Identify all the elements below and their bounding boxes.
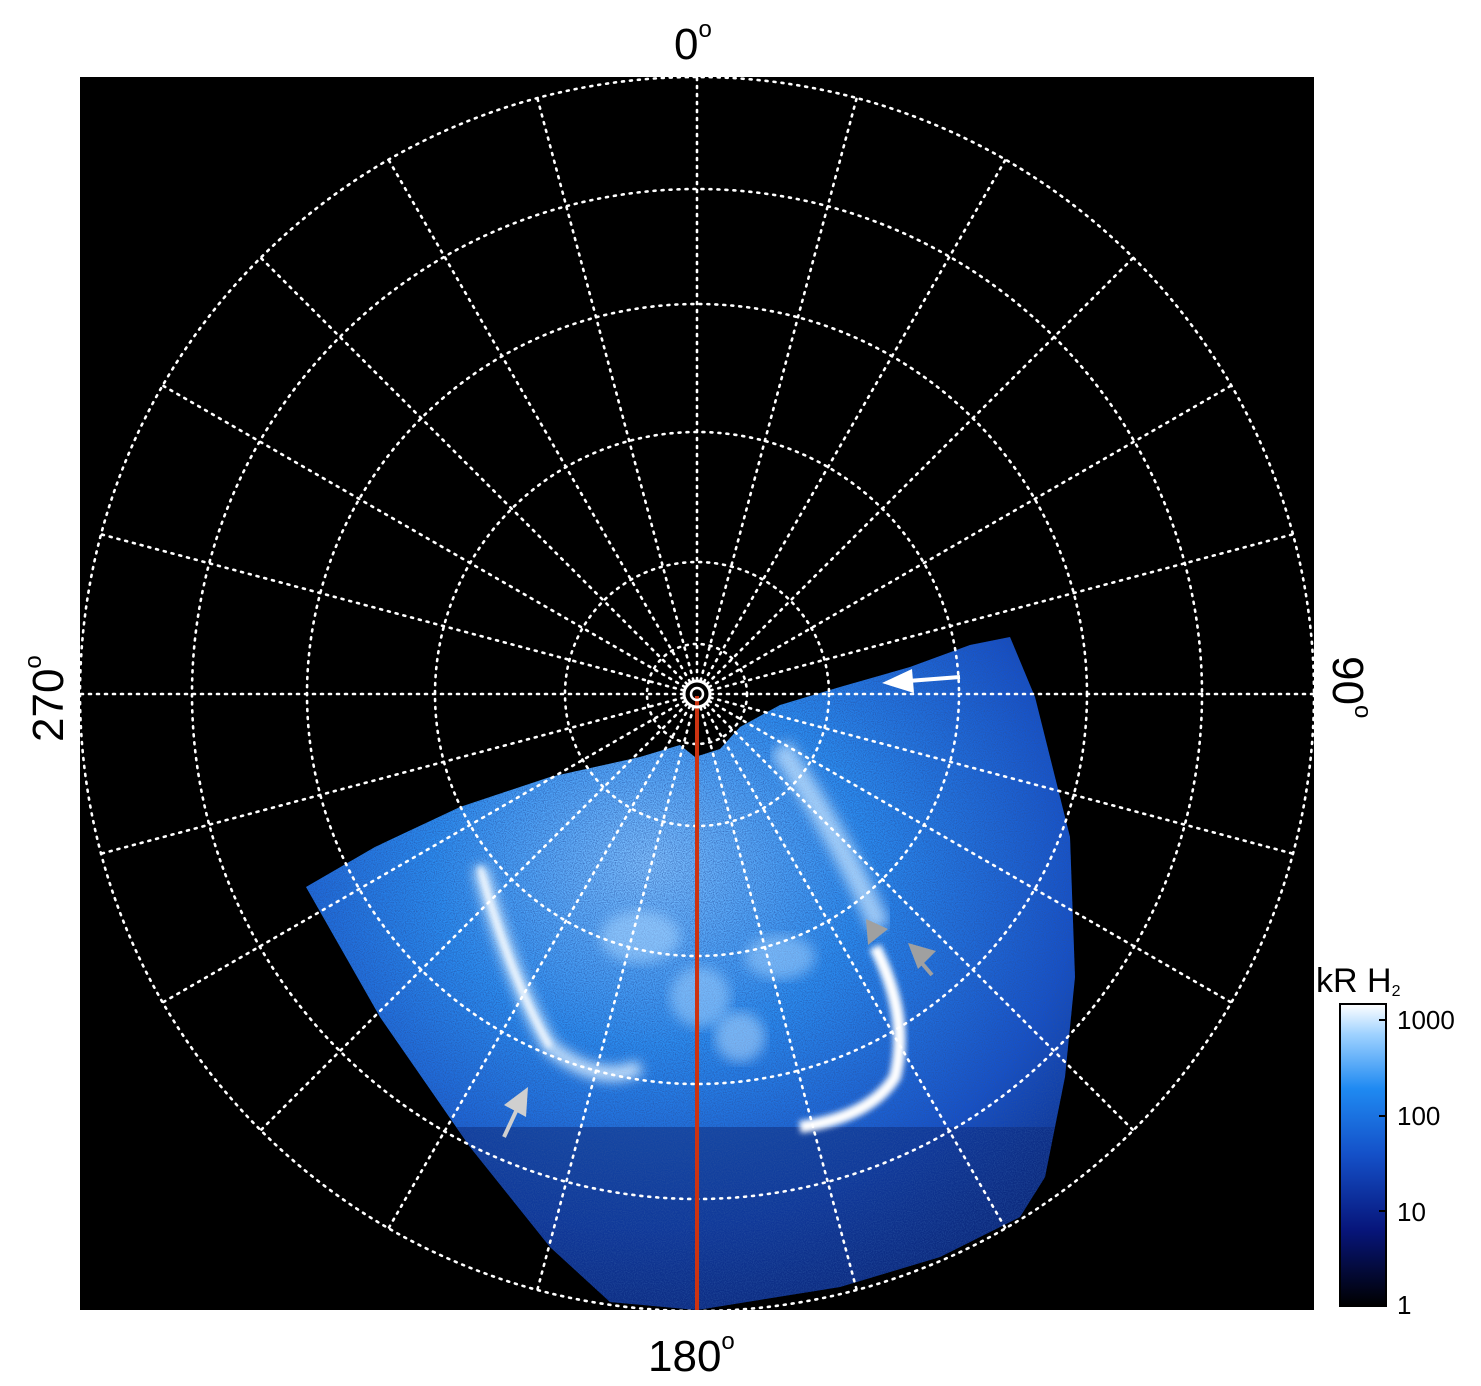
gray-arrow-icon — [502, 1087, 528, 1138]
colorbar — [1339, 1003, 1387, 1307]
gray-arrow-icon — [908, 943, 936, 977]
latitude-circle — [645, 642, 749, 746]
colorbar-tick-100: 100 — [1397, 1101, 1441, 1131]
longitude-label-90: 90o — [1323, 656, 1376, 719]
colorbar-ticks — [1379, 1019, 1386, 1306]
pole-marker-outer — [682, 679, 712, 709]
longitude-label-270: 270o — [20, 655, 73, 742]
colorbar-tick-1000: 1000 — [1397, 1005, 1455, 1035]
colorbar-tick-1: 1 — [1397, 1290, 1412, 1320]
pole-marker-inner — [689, 686, 705, 702]
colorbar-tick-10: 10 — [1397, 1197, 1426, 1227]
gray-arrow-icon — [866, 919, 888, 945]
auroral-polar-projection — [80, 77, 1314, 1310]
colorbar-gradient — [1339, 1003, 1387, 1307]
longitude-label-0: 0o — [674, 16, 712, 69]
white-arrow-icon — [882, 669, 961, 693]
colorbar-title: kR H2 — [1316, 962, 1401, 1000]
longitude-label-180: 180o — [648, 1328, 735, 1381]
